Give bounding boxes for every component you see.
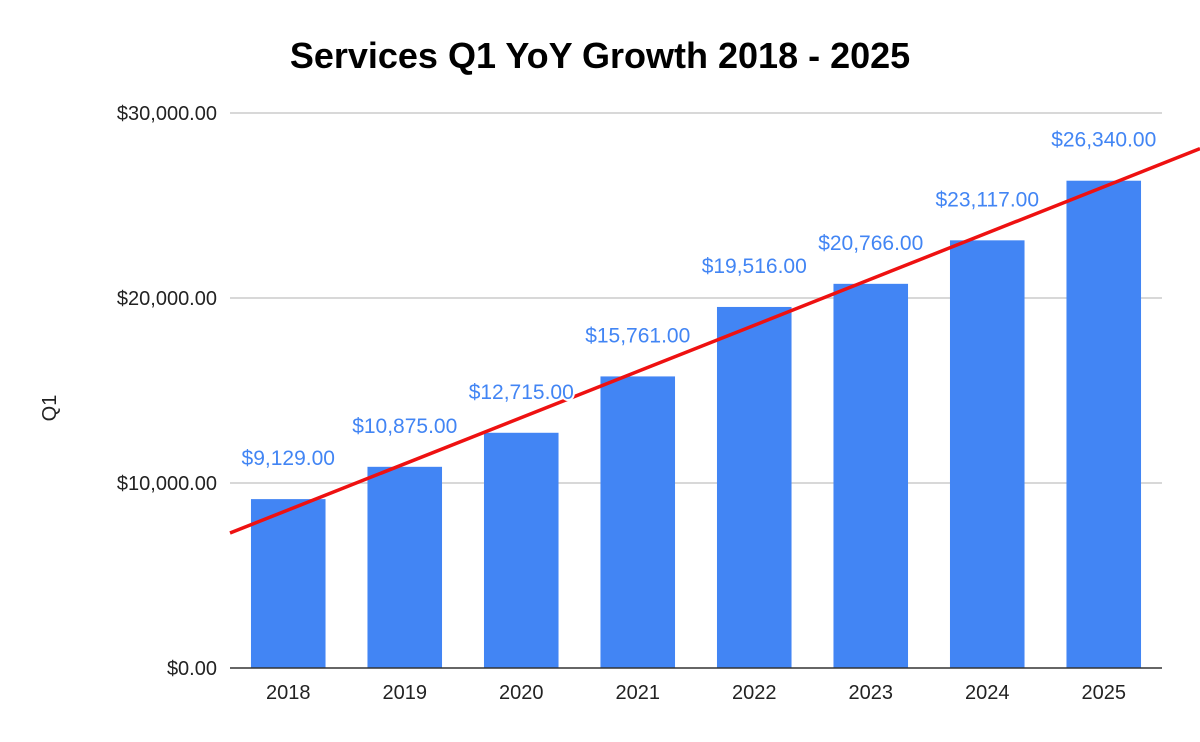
data-label: $23,117.00 [935, 188, 1039, 211]
data-label: $20,766.00 [818, 232, 923, 255]
x-tick-label: 2025 [1082, 682, 1127, 704]
y-tick-label: $0.00 [167, 658, 217, 680]
data-label: $9,129.00 [242, 447, 335, 470]
x-tick-label: 2021 [616, 682, 661, 704]
bar-2018 [250, 499, 326, 668]
y-axis-ticks: $0.00 $10,000.00 $20,000.00 $30,000.00 [117, 103, 217, 680]
bar-2024 [949, 240, 1025, 668]
data-label: $10,875.00 [352, 415, 457, 438]
bar-2022 [716, 306, 792, 668]
bar-2023 [833, 283, 909, 668]
bars [250, 180, 1142, 668]
data-label: $19,516.00 [702, 255, 807, 278]
y-tick-label: $20,000.00 [117, 288, 217, 310]
data-labels: $9,129.00 $10,875.00 $12,715.00 $15,761.00 $… [240, 127, 1159, 472]
data-label: $26,340.00 [1051, 129, 1156, 152]
y-axis-label: Q1 [39, 395, 61, 422]
bar-2025 [1066, 180, 1142, 668]
bar-2020 [483, 432, 559, 668]
x-tick-label: 2022 [732, 682, 777, 704]
x-tick-label: 2023 [849, 682, 894, 704]
data-label: $12,715.00 [469, 381, 574, 404]
x-tick-label: 2018 [266, 682, 311, 704]
y-tick-label: $10,000.00 [117, 473, 217, 495]
y-tick-label: $30,000.00 [117, 103, 217, 125]
x-tick-label: 2019 [383, 682, 428, 704]
trendline [229, 147, 1200, 535]
x-tick-label: 2024 [965, 682, 1010, 704]
x-tick-label: 2020 [499, 682, 544, 704]
x-axis-ticks: 2018 2019 2020 2021 2022 2023 2024 2025 [266, 682, 1126, 704]
chart-title: Services Q1 YoY Growth 2018 - 2025 [290, 35, 910, 76]
data-label: $15,761.00 [585, 324, 690, 347]
bar-2019 [367, 466, 443, 668]
bar-2021 [600, 376, 676, 668]
